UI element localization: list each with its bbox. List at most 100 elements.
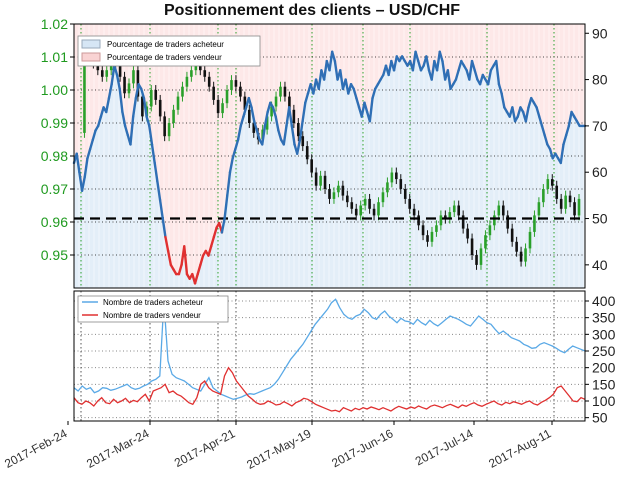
percent-long-segment [234,138,240,151]
percent-long-segment [177,263,183,276]
candle-body [172,109,175,123]
percent-long-segment [282,124,288,146]
left-tick-label: 0.98 [41,148,68,164]
candle-body [537,202,541,216]
percent-long-segment [438,50,444,63]
percent-long-segment [261,124,267,146]
left-tick-label: 1.00 [41,82,68,98]
candle-body [230,80,233,90]
percent-long-segment [355,96,361,109]
candle-body [444,215,447,219]
legend-label-short-count: Nombre de traders vendeur [103,311,201,320]
candle-body [234,80,238,87]
date-tick-label: 2017-Mar-24 [84,426,152,471]
candle-body [332,192,336,199]
percent-long-segment [142,96,148,118]
left-tick-label: 1.02 [41,16,68,32]
seller-share-area [74,24,585,284]
candle-body [515,241,518,252]
percent-long-segment [107,83,113,100]
candle-body [497,205,501,216]
left-tick-label: 1.01 [41,49,68,65]
percent-long-segment [328,50,334,72]
candle-body [395,172,398,180]
percent-long-segment [220,217,226,234]
percent-long-segment [540,124,546,137]
percent-long-segment [430,59,436,81]
candle-body [577,198,581,216]
percent-long-segment [161,217,167,239]
candle-body [297,123,300,137]
percent-long-segment [435,50,441,72]
percent-long-segment [140,87,146,100]
percent-long-segment [414,50,420,63]
percent-long-segment [562,133,568,146]
candle-body [118,63,122,77]
percent-long-segment [212,226,218,239]
candle-body [452,205,456,213]
percent-long-segment [425,55,431,72]
candle-body [555,185,559,199]
top-legend-box [77,35,261,67]
date-tick-label: 2017-May-19 [244,426,313,472]
percent-long-segment [317,69,323,91]
candle-body [212,86,215,100]
percent-long-segment [524,106,530,123]
candle-body [368,198,371,209]
percent-long-segment [290,124,296,146]
right-tick-label: 200 [592,360,616,376]
percent-long-segment [236,124,242,141]
right-tick-label: 250 [592,343,616,359]
candle-body [248,109,251,123]
percent-long-segment [473,69,479,81]
candle-body [96,63,100,71]
date-tick-label: 2017-Jun-16 [329,426,395,470]
candle-body [203,70,207,77]
percent-long-segment [454,69,460,81]
candle-body [510,228,514,242]
chart-title: Positionnement des clients – USD/CHF [163,2,461,19]
candle-body [216,99,220,114]
candle-body [310,159,313,173]
candle-body [141,96,144,117]
candle-body [176,96,180,110]
percent-long-segment [252,120,259,132]
candle-body [381,192,385,203]
percent-long-segment [110,64,116,86]
bottom-panel-frame [73,290,586,422]
percent-long-segment [500,92,506,109]
candle-body [399,179,403,189]
percent-long-segment [486,69,493,86]
right-tick-label: 80 [592,72,608,88]
percent-long-segment [287,106,294,128]
candle-body [167,123,171,137]
candle-body [470,238,474,255]
candle-body [377,202,380,216]
percent-long-segment [231,147,237,160]
left-tick-label: 0.97 [41,181,68,197]
percent-long-segment [277,129,283,141]
candle-body [372,208,376,216]
candle-body [546,179,550,189]
candle-body [435,225,438,232]
candle-body [105,70,109,77]
percent-long-segment [392,55,398,72]
right-tick-label: 100 [592,393,616,409]
candle-body [573,202,576,216]
candle-body [461,215,465,229]
percent-long-segment [535,106,541,118]
candle-body [519,251,523,262]
candle-body [533,215,536,232]
candle-body [506,215,510,229]
candle-body [564,195,567,209]
candle-body [185,76,189,87]
percent-long-segment [333,59,339,81]
percent-long-segment [148,124,154,146]
candle-body [132,70,135,84]
candle-body [417,215,420,226]
legend-swatch-sellers [81,52,101,62]
percent-long-segment [134,83,140,100]
short-count-line [73,366,586,413]
candle-body [83,50,86,133]
